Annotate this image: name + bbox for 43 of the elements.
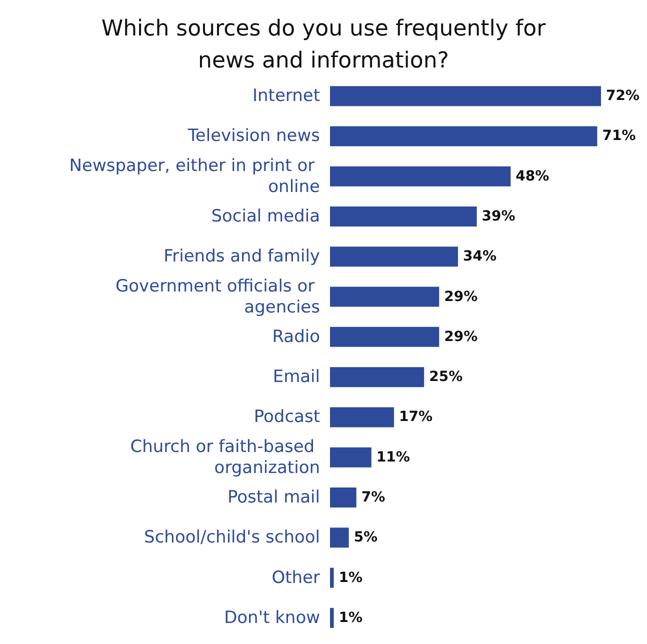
data-label: 17%: [398, 409, 432, 426]
y-tick-label: Email: [272, 367, 320, 388]
y-tick-label: Postal mail: [227, 488, 320, 508]
data-label: 71%: [602, 128, 636, 144]
data-label: 34%: [462, 248, 496, 265]
bar: [330, 326, 440, 347]
bar: [330, 528, 349, 548]
y-tick-label: Podcast: [254, 407, 320, 428]
data-label: 1%: [338, 610, 363, 626]
data-label: 72%: [606, 88, 640, 104]
data-label: 29%: [444, 288, 478, 305]
bar: [330, 488, 356, 508]
data-label: 7%: [361, 490, 386, 506]
data-label: 11%: [376, 449, 410, 466]
data-label: 1%: [338, 570, 363, 586]
bar: [330, 246, 458, 267]
data-label: 48%: [516, 168, 550, 184]
y-tick-label: Radio: [272, 326, 320, 347]
y-tick-label: Government officials or agencies: [115, 276, 320, 318]
bar: [330, 367, 424, 388]
data-label: 25%: [429, 369, 463, 386]
data-label: 39%: [482, 208, 516, 224]
bar: [330, 86, 601, 106]
chart-title: Which sources do you use frequently for news and information?: [101, 16, 547, 74]
y-tick-label: Other: [272, 568, 320, 588]
bar: [330, 126, 598, 146]
bar: [330, 166, 511, 186]
data-label: 29%: [444, 328, 478, 345]
y-tick-label: School/child's school: [144, 528, 320, 548]
bar: [330, 568, 334, 588]
bar: [330, 447, 372, 468]
y-tick-label: Church or faith-based organization: [130, 436, 320, 478]
bar: [330, 206, 477, 226]
y-tick-label: Internet: [252, 86, 320, 106]
bar: [330, 407, 394, 428]
y-tick-label: Friends and family: [164, 246, 320, 267]
bar: [330, 608, 334, 628]
y-tick-label: Social media: [211, 206, 320, 226]
y-tick-label: Television news: [186, 126, 320, 146]
y-tick-label: Don't know: [224, 608, 320, 628]
y-tick-label: Newspaper, either in print or online: [69, 156, 320, 197]
bar: [330, 286, 440, 307]
data-label: 5%: [354, 530, 378, 546]
